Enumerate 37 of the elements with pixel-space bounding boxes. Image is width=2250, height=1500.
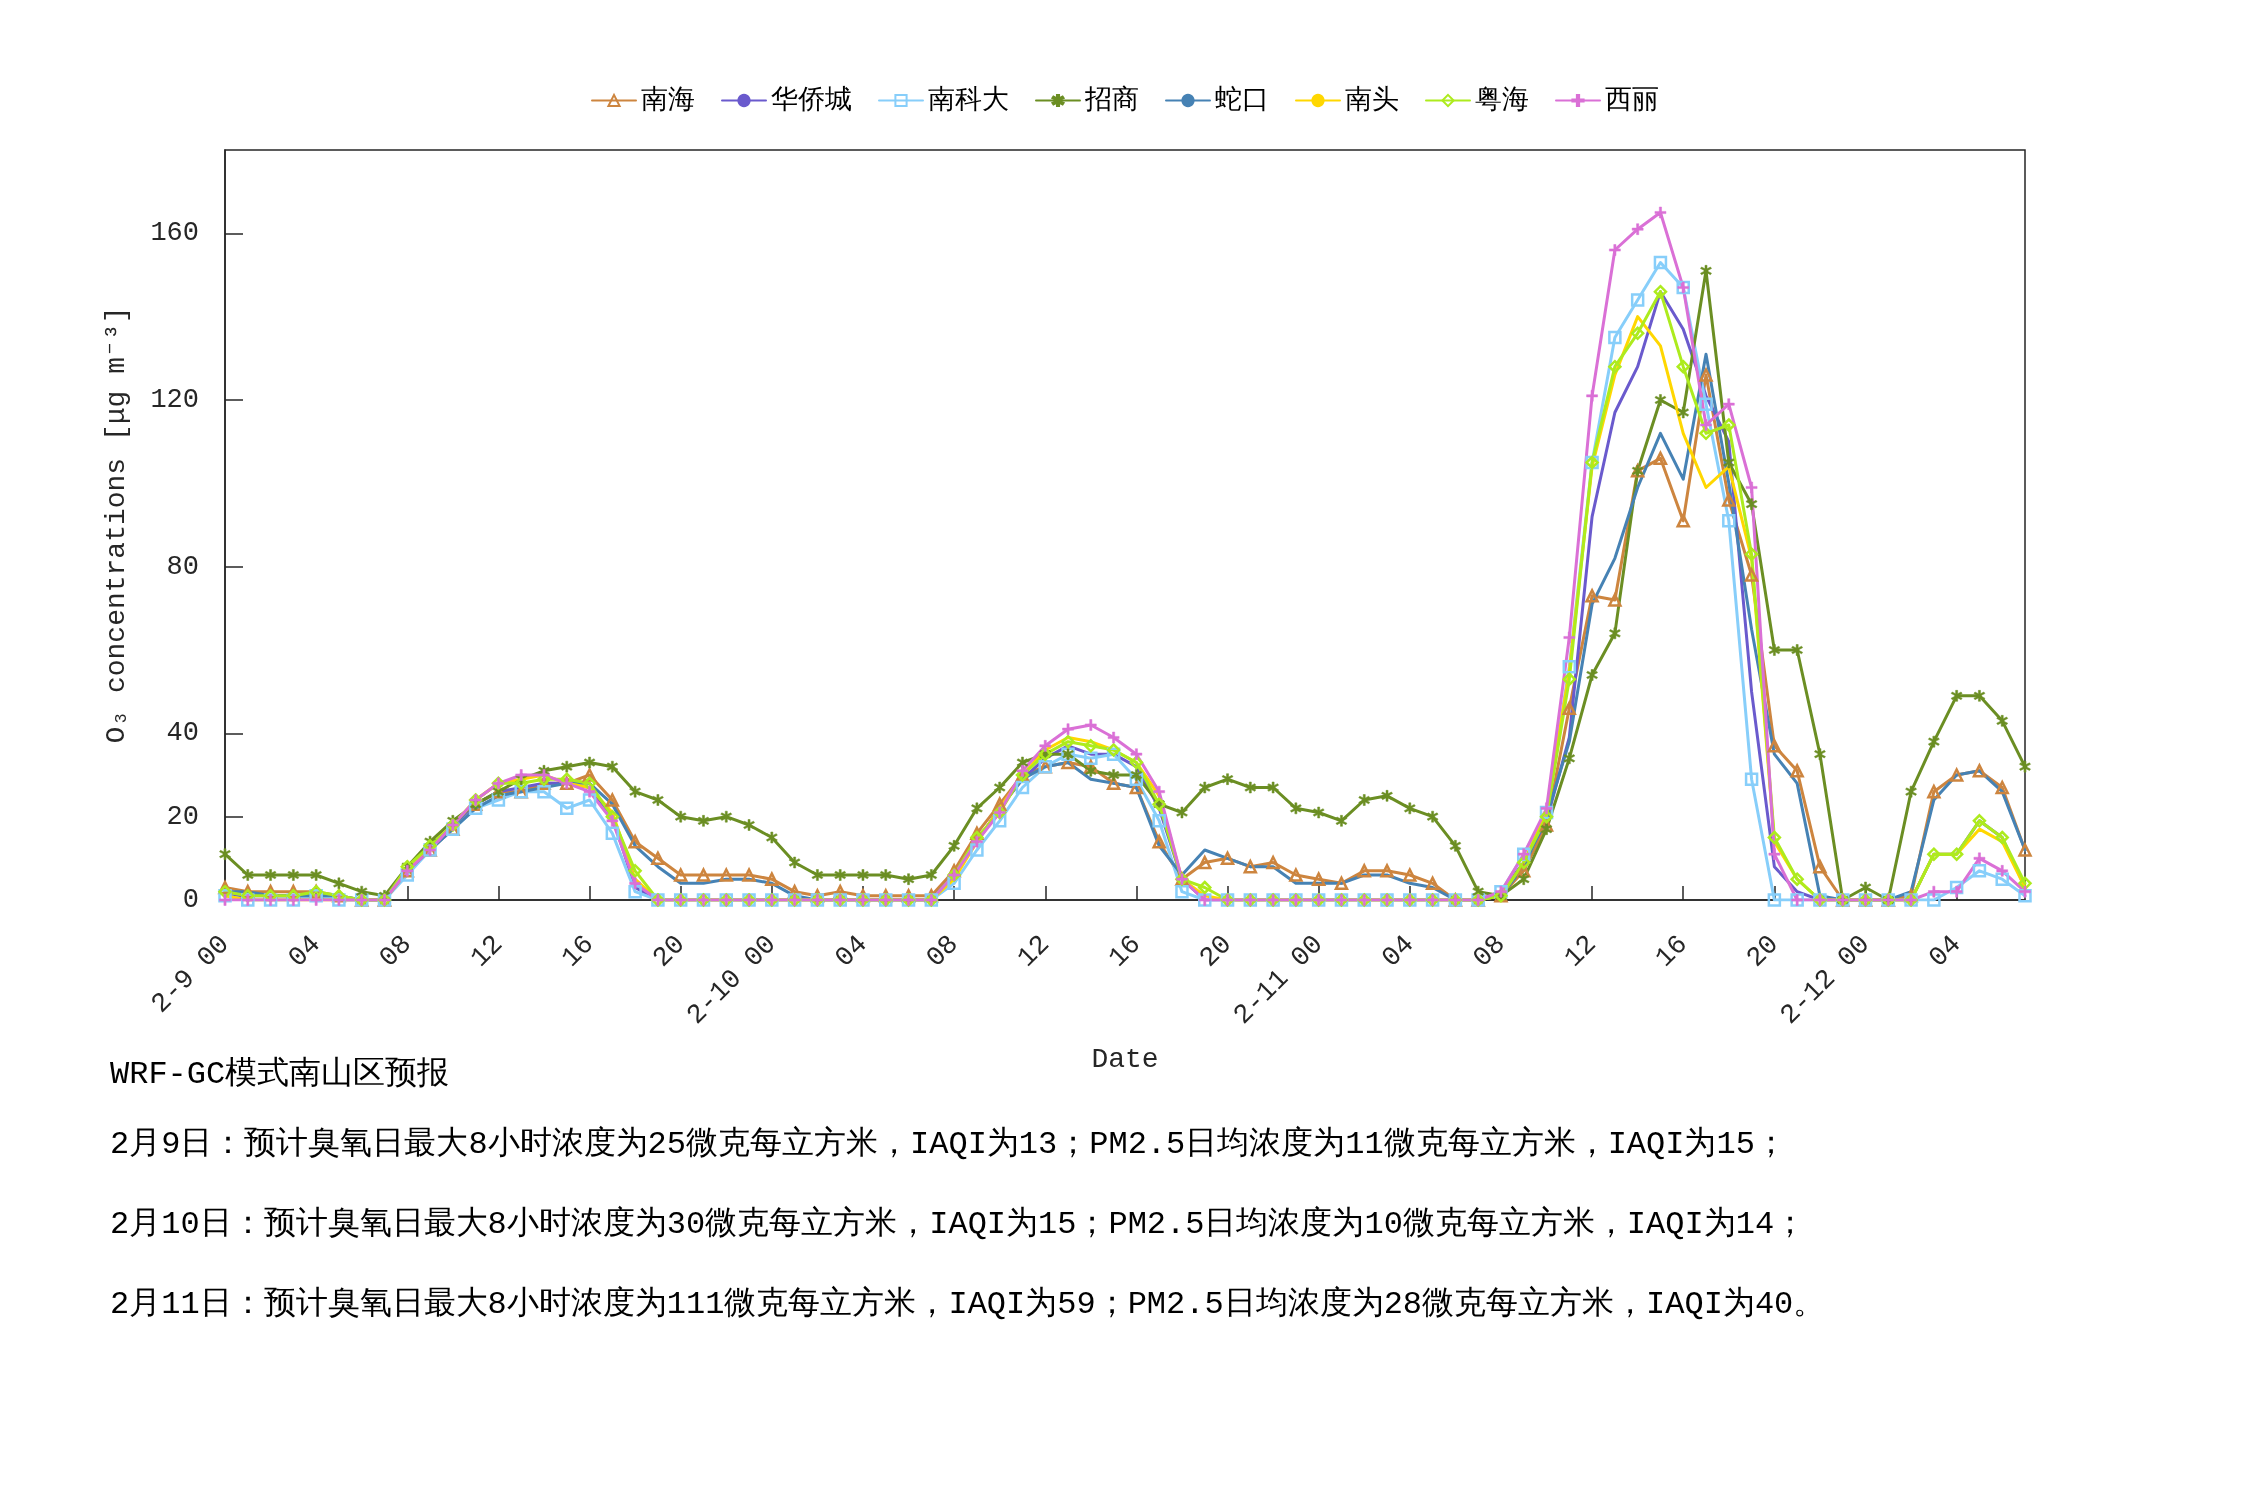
x-tick-label: 08: [373, 929, 418, 974]
legend-label: 粤海: [1475, 85, 1529, 116]
legend-label: 西丽: [1605, 85, 1659, 116]
text: WRF-GC模式南山区预报: [110, 1055, 450, 1093]
x-axis-title: Date: [1091, 1043, 1159, 1075]
text: 2月9日：预计臭氧日最大8小时浓度为25微克每立方米，IAQI为13；PM2.5日均浓度为11微克每立方米，IAQI为15；: [110, 1124, 1787, 1163]
legend-label: 南海: [641, 84, 695, 116]
legend-label: 华侨城: [771, 84, 852, 116]
x-tick-label: 04: [1923, 929, 1968, 974]
x-tick-label: 12: [1011, 929, 1056, 974]
x-tick-label: 08: [1467, 929, 1512, 974]
x-tick-label: 16: [1649, 929, 1694, 974]
y-tick-label: 40: [166, 718, 199, 749]
y-tick-label: 120: [150, 385, 199, 415]
y-tick-label: 0: [182, 885, 199, 915]
x-tick-label: 2-9 00: [145, 929, 236, 1020]
y-tick-label: 80: [166, 551, 199, 582]
y-tick-label: 160: [150, 218, 199, 249]
legend-label: 南头: [1345, 84, 1399, 116]
x-tick-label: 16: [1102, 929, 1147, 974]
y-axis-title: O₃ concentrations [μg m⁻³]: [100, 306, 132, 744]
x-tick-label: 04: [282, 929, 327, 974]
y-tick-label: 20: [166, 801, 199, 832]
x-tick-label: 12: [1558, 929, 1603, 974]
x-tick-label: 16: [556, 929, 601, 974]
legend-label: 蛇口: [1215, 84, 1269, 116]
x-tick-label: 04: [829, 929, 874, 974]
x-tick-label: 08: [920, 929, 965, 974]
legend-label: 南科大: [928, 84, 1009, 116]
legend-label: 招商: [1084, 84, 1139, 116]
x-tick-label: 12: [464, 929, 510, 974]
text: 2月11日：预计臭氧日最大8小时浓度为111微克每立方米，IAQI为59；PM2.5日均浓度为28微克每立方米，IAQI为40。: [110, 1284, 1826, 1323]
x-tick-label: 20: [1740, 929, 1785, 974]
x-tick-label: 20: [647, 929, 692, 974]
x-tick-label: 20: [1194, 929, 1239, 974]
x-tick-label: 04: [1376, 929, 1421, 974]
text: 2月10日：预计臭氧日最大8小时浓度为30微克每立方米，IAQI为15；PM2.5日均浓度为10微克每立方米，IAQI为14；: [110, 1204, 1807, 1243]
